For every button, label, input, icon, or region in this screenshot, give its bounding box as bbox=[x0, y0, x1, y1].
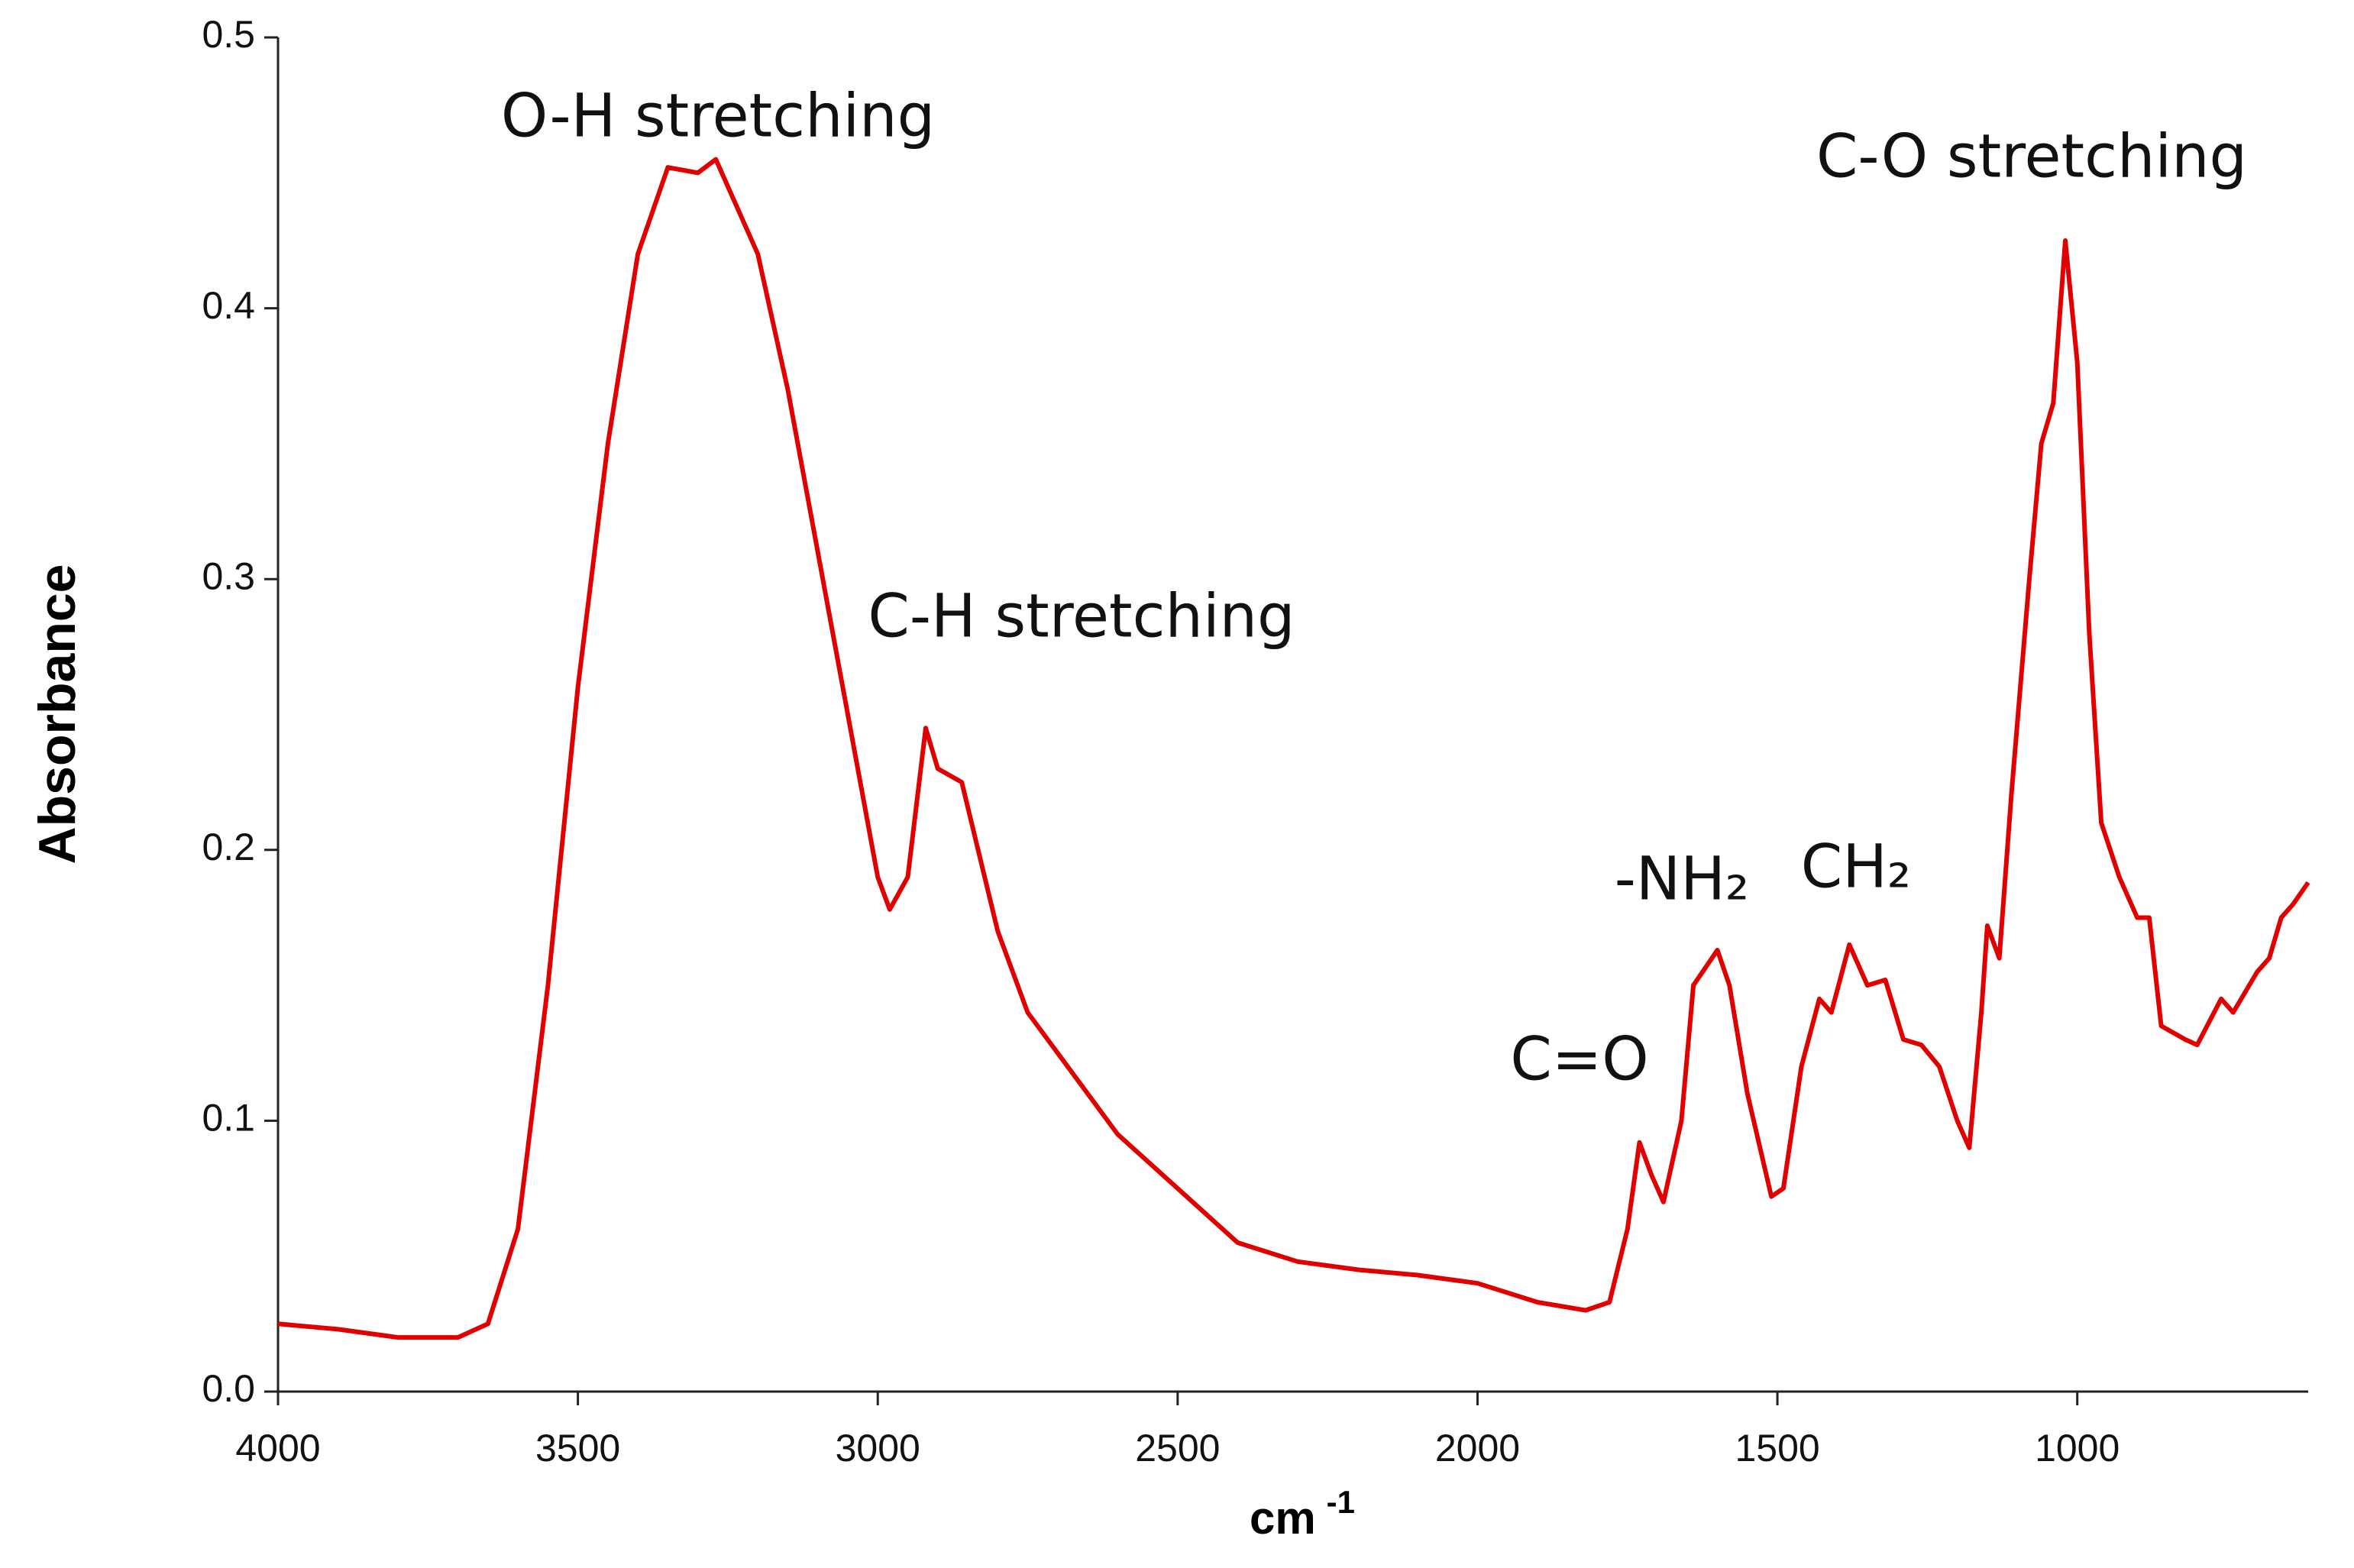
x-tick-label: 1500 bbox=[1735, 1427, 1819, 1469]
y-tick-label: 0.4 bbox=[202, 284, 255, 327]
x-axis-label-base: cm bbox=[1250, 1492, 1316, 1544]
annotation: C=O bbox=[1510, 1025, 1648, 1094]
spectrum-line bbox=[277, 157, 2310, 1340]
x-tick-label: 4000 bbox=[235, 1427, 320, 1469]
x-tick-label: 2000 bbox=[1435, 1427, 1520, 1469]
annotation: CH₂ bbox=[1801, 832, 1911, 901]
annotation: C-O stretching bbox=[1816, 122, 2247, 191]
x-tick-label: 3000 bbox=[836, 1427, 920, 1469]
annotation: C-H stretching bbox=[868, 582, 1295, 651]
y-tick-label: 0.5 bbox=[202, 13, 255, 56]
y-tick-label: 0.0 bbox=[202, 1367, 255, 1410]
y-tick-label: 0.1 bbox=[202, 1097, 255, 1140]
x-axis-label: cm -1 bbox=[1250, 1484, 1355, 1544]
x-tick-label: 2500 bbox=[1135, 1427, 1220, 1469]
x-tick-label: 1000 bbox=[2035, 1427, 2120, 1469]
y-axis-label: Absorbance bbox=[28, 564, 86, 865]
y-tick-label: 0.3 bbox=[202, 554, 255, 597]
x-axis-label-sup: -1 bbox=[1327, 1484, 1355, 1520]
x-tick-label: 3500 bbox=[535, 1427, 620, 1469]
annotation: O-H stretching bbox=[501, 82, 935, 150]
annotation: -NH₂ bbox=[1615, 845, 1749, 913]
y-tick-label: 0.2 bbox=[202, 826, 255, 868]
